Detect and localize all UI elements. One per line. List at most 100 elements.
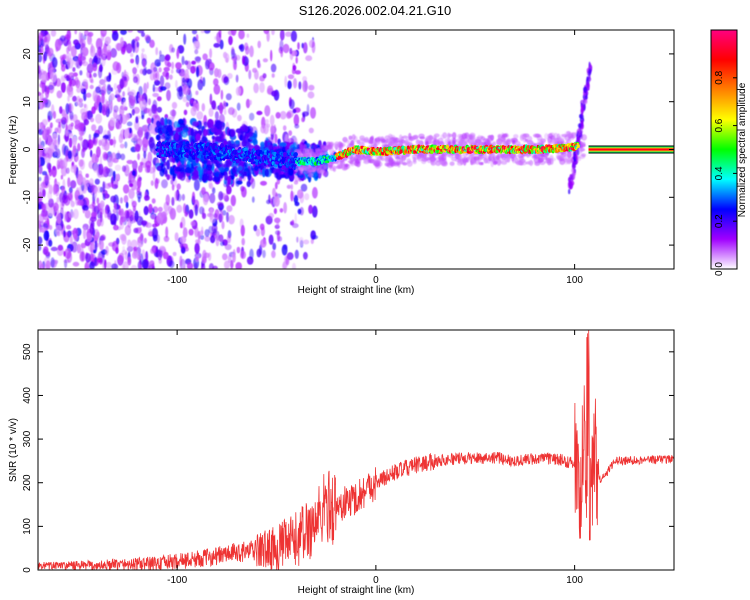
heatmap-noise-cell [272, 187, 276, 197]
heatmap-blob-cell [227, 175, 232, 186]
heatmap-noise-cell [52, 184, 57, 196]
heatmap-noise-cell [127, 30, 133, 33]
heatmap-noise-cell [72, 261, 80, 267]
heatmap-noise-cell [307, 91, 315, 99]
heatmap-ridge-cell [256, 155, 261, 160]
heatmap-ridge-cell [214, 145, 218, 149]
heatmap-noise-cell [215, 235, 220, 247]
heatmap-noise-cell [134, 210, 139, 222]
heatmap-noise-cell [266, 123, 271, 128]
heatmap-noise-cell [274, 217, 281, 224]
heatmap-noise-cell [312, 205, 318, 218]
heatmap-blob-cell [236, 180, 243, 185]
heatmap-noise-cell [39, 263, 45, 269]
heatmap-halo-cell [563, 158, 569, 165]
heatmap-noise-cell [60, 82, 66, 93]
heatmap-noise-cell [38, 176, 42, 182]
heatmap-noise-cell [113, 136, 116, 148]
heatmap-blob-cell [264, 139, 268, 149]
heatmap-noise-cell [281, 244, 288, 256]
heatmap-noise-cell [279, 30, 285, 41]
heatmap-blob-cell [192, 121, 199, 126]
heatmap-noise-cell [312, 187, 318, 199]
heatmap-noise-cell [143, 150, 147, 159]
heatmap-noise-cell [296, 236, 299, 243]
heatmap-noise-cell [125, 201, 129, 209]
heatmap-noise-cell [113, 105, 119, 113]
heatmap-noise-cell [200, 30, 205, 34]
heatmap-halo-cell [438, 161, 444, 165]
heatmap-noise-cell [124, 141, 128, 149]
heatmap-streak-cell [586, 76, 589, 81]
heatmap-noise-cell [224, 243, 232, 251]
heatmap-noise-cell [300, 183, 308, 192]
heatmap-halo-cell [497, 159, 502, 165]
heatmap-noise-cell [242, 55, 245, 65]
heatmap-noise-cell [86, 110, 93, 120]
heatmap-halo-cell [368, 137, 374, 145]
heatmap-noise-cell [291, 219, 295, 226]
heatmap-blob-cell [246, 180, 251, 188]
heatmap-noise-cell [228, 214, 235, 225]
heatmap-blob-cell [239, 130, 247, 141]
heatmap-noise-cell [154, 110, 158, 119]
heatmap-noise-cell [297, 208, 302, 215]
heatmap-noise-cell [230, 194, 236, 207]
heatmap-noise-cell [38, 144, 44, 156]
heatmap-noise-cell [49, 142, 56, 153]
heatmap-noise-cell [98, 101, 103, 114]
heatmap-noise-cell [174, 190, 178, 202]
heatmap-halo-cell [522, 137, 527, 143]
heatmap-noise-cell [127, 256, 132, 266]
heatmap-noise-cell [259, 82, 265, 93]
heatmap-ridge-cell [181, 149, 185, 153]
heatmap-noise-cell [272, 242, 277, 251]
heatmap-noise-cell [171, 108, 176, 119]
heatmap-noise-cell [230, 259, 234, 269]
heatmap-noise-cell [48, 125, 53, 134]
heatmap-noise-cell [126, 121, 133, 127]
heatmap-streak-cell [568, 179, 572, 187]
heatmap-noise-cell [114, 177, 119, 189]
heatmap-noise-cell [226, 211, 229, 223]
heatmap-noise-cell [41, 171, 48, 176]
heatmap-noise-cell [73, 56, 78, 66]
heatmap-noise-cell [44, 30, 49, 36]
heatmap-noise-cell [266, 199, 271, 205]
heatmap-halo-cell [381, 144, 386, 148]
heatmap-halo-cell [355, 159, 360, 164]
heatmap-halo-cell [473, 156, 480, 161]
heatmap-noise-cell [137, 254, 142, 261]
heatmap-noise-cell [124, 128, 129, 139]
heatmap-noise-cell [98, 163, 104, 176]
heatmap-noise-cell [236, 246, 241, 254]
heatmap-noise-cell [76, 87, 81, 93]
heatmap-noise-cell [38, 236, 43, 245]
heatmap-noise-cell [119, 234, 126, 241]
heatmap-noise-cell [270, 63, 277, 73]
heatmap-noise-cell [255, 228, 261, 237]
heatmap-halo-cell [348, 135, 353, 140]
heatmap-noise-cell [76, 95, 81, 106]
heatmap-noise-cell [95, 86, 101, 94]
heatmap-halo-cell [512, 160, 516, 164]
heatmap-halo-cell [380, 136, 385, 142]
heatmap-noise-cell [223, 260, 230, 269]
heatmap-noise-cell [48, 198, 54, 208]
colorbar: 0.00.20.40.60.8 Normalized spectral ampl… [710, 29, 748, 276]
heatmap-streak-cell [581, 119, 584, 127]
heatmap-halo-cell [413, 135, 418, 139]
heatmap-halo-cell [337, 164, 343, 170]
heatmap-noise-cell [136, 41, 140, 48]
heatmap-noise-cell [225, 93, 232, 101]
heatmap-noise-cell [106, 83, 112, 95]
heatmap-noise-cell [110, 100, 113, 111]
heatmap-noise-cell [163, 235, 170, 242]
heatmap-noise-cell [213, 213, 218, 219]
heatmap-halo-cell [480, 136, 486, 142]
heatmap-streak-cell [588, 64, 593, 70]
heatmap-noise-cell [284, 75, 288, 88]
heatmap-noise-cell [69, 111, 74, 120]
heatmap-halo-cell [487, 135, 495, 139]
